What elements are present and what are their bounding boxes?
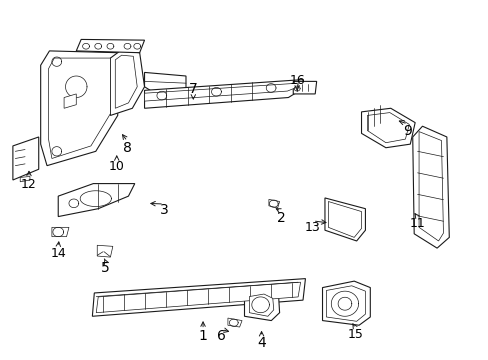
Text: 15: 15	[347, 328, 363, 341]
Text: 14: 14	[50, 247, 66, 260]
Polygon shape	[412, 126, 448, 248]
Text: 7: 7	[188, 82, 197, 95]
Polygon shape	[293, 81, 316, 94]
Polygon shape	[268, 199, 279, 208]
Text: 9: 9	[403, 123, 411, 138]
Text: 4: 4	[257, 336, 265, 350]
Text: 10: 10	[109, 160, 124, 173]
Polygon shape	[64, 94, 76, 108]
Polygon shape	[96, 282, 300, 313]
Text: 3: 3	[160, 203, 168, 217]
Text: 11: 11	[409, 217, 425, 230]
Polygon shape	[418, 132, 443, 241]
Polygon shape	[20, 176, 30, 182]
Polygon shape	[92, 279, 305, 316]
Polygon shape	[328, 202, 361, 237]
Text: 6: 6	[217, 329, 225, 343]
Polygon shape	[144, 83, 298, 101]
Polygon shape	[58, 184, 135, 217]
Polygon shape	[361, 108, 414, 148]
Polygon shape	[227, 318, 242, 327]
Polygon shape	[144, 80, 303, 108]
Polygon shape	[244, 289, 279, 320]
Polygon shape	[326, 286, 365, 321]
Polygon shape	[249, 294, 273, 316]
Text: 5: 5	[101, 261, 110, 275]
Polygon shape	[325, 198, 365, 241]
Polygon shape	[322, 281, 369, 325]
Polygon shape	[144, 72, 185, 98]
Text: 8: 8	[123, 141, 132, 155]
Polygon shape	[366, 113, 408, 143]
Polygon shape	[41, 51, 118, 166]
Text: 12: 12	[21, 178, 37, 191]
Text: 16: 16	[289, 74, 305, 87]
Polygon shape	[76, 40, 144, 53]
Text: 2: 2	[276, 211, 285, 225]
Text: 13: 13	[304, 221, 320, 234]
Polygon shape	[115, 55, 137, 108]
Polygon shape	[52, 227, 69, 237]
Polygon shape	[48, 58, 110, 158]
Polygon shape	[97, 245, 113, 257]
Polygon shape	[13, 137, 39, 180]
Polygon shape	[110, 51, 144, 116]
Text: 1: 1	[198, 329, 207, 343]
